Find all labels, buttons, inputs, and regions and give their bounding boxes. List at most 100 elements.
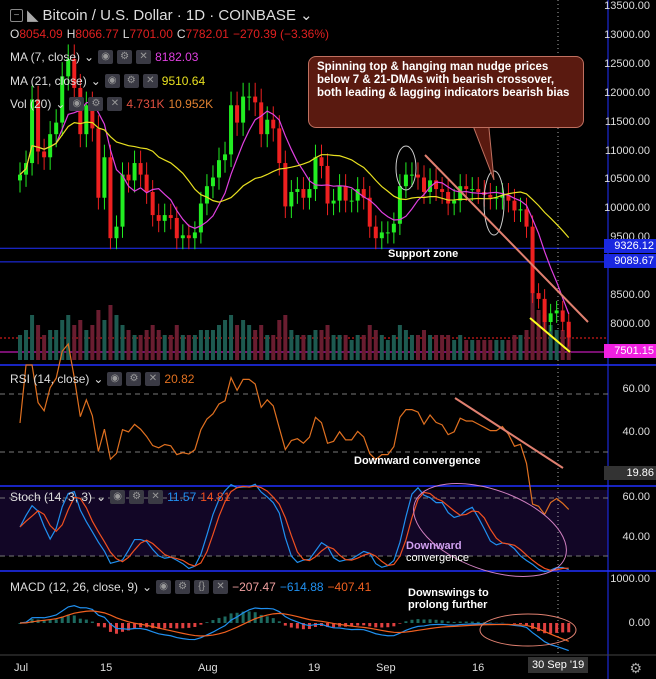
eye-icon[interactable]: ◉: [107, 372, 123, 386]
price-axis-label: 11500.00: [604, 115, 650, 128]
macd-histogram-bar: [440, 620, 444, 623]
eye-icon[interactable]: ◉: [110, 490, 126, 504]
candle-body: [204, 186, 209, 204]
macd-legend[interactable]: MACD (12, 26, close, 9) ⌄ ◉ ⚙{} ✕ −207.47 −…: [10, 580, 372, 594]
time-label: Jul: [14, 662, 29, 674]
volume-bar: [458, 335, 463, 360]
volume-bar: [434, 335, 439, 360]
stoch-d-value: 14.81: [200, 490, 231, 504]
candle-body: [367, 197, 372, 227]
macd-histogram-bar: [295, 623, 299, 629]
candle-body: [355, 189, 360, 201]
volume-bar: [102, 320, 107, 360]
macd-histogram-bar: [187, 623, 191, 628]
candle-body: [319, 157, 324, 166]
close-icon[interactable]: ✕: [136, 50, 152, 64]
close-icon[interactable]: ✕: [107, 97, 123, 111]
macd-annotation: Downswings to prolong further: [408, 587, 489, 611]
ma7-legend[interactable]: MA (7, close) ⌄ ◉ ⚙ ✕ 8182.03: [10, 50, 199, 64]
macd-histogram-bar: [199, 623, 203, 625]
candle-body: [247, 96, 252, 98]
gear-icon[interactable]: ⚙: [129, 490, 145, 504]
close-icon[interactable]: ✕: [145, 372, 161, 386]
volume-bar: [542, 315, 547, 360]
macd-histogram-bar: [265, 616, 269, 623]
close-icon[interactable]: ✕: [148, 490, 164, 504]
macd-histogram-bar: [537, 623, 541, 632]
price-axis-label: 10500.00: [604, 173, 650, 186]
macd-histogram-bar: [482, 622, 486, 623]
stoch-legend[interactable]: Stoch (14, 3, 3) ⌄ ◉ ⚙ ✕ 11.57 14.81: [10, 490, 231, 504]
callout-main: Spinning top & hanging man nudge prices …: [308, 56, 584, 128]
volume-bar: [96, 310, 101, 360]
rsi-legend[interactable]: RSI (14, close) ⌄ ◉ ⚙ ✕ 20.82: [10, 372, 195, 386]
macd-histogram-bar: [458, 621, 462, 623]
volume-bar: [132, 335, 137, 360]
eye-icon[interactable]: ◉: [104, 74, 120, 88]
price-axis-label: 13500.00: [604, 0, 650, 12]
stoch-axis-label: 40.00: [622, 531, 650, 543]
macd-histogram-bar: [217, 617, 221, 623]
support-tag-2: 9089.67: [604, 254, 656, 268]
macd-histogram-bar: [301, 623, 305, 630]
chevron-down-icon[interactable]: ⌄: [299, 7, 313, 24]
candle-body: [440, 189, 445, 192]
volume-bar: [289, 330, 294, 360]
eye-icon[interactable]: ◉: [69, 97, 85, 111]
candle-body: [548, 313, 553, 323]
candle-body: [301, 189, 306, 198]
macd-histogram-bar: [476, 621, 480, 623]
macd-histogram-bar: [175, 623, 179, 629]
symbol-header[interactable]: − ◣ Bitcoin / U.S. Dollar · 1D · COINBAS…: [10, 6, 313, 24]
macd-histogram-bar: [410, 619, 414, 623]
macd-axis-label: 0.00: [628, 617, 650, 629]
gear-icon[interactable]: ⚙: [175, 580, 191, 594]
gear-icon[interactable]: ⚙: [88, 97, 104, 111]
hanging-man-ellipse: [483, 170, 505, 236]
braces-icon[interactable]: {}: [194, 580, 210, 594]
eye-icon[interactable]: ◉: [98, 50, 114, 64]
macd-histogram-bar: [84, 619, 88, 623]
candle-body: [150, 191, 155, 216]
price-axis-label: 12000.00: [604, 86, 650, 99]
macd-histogram-bar: [181, 623, 185, 629]
eye-icon[interactable]: ◉: [156, 580, 172, 594]
close-icon[interactable]: ✕: [213, 580, 229, 594]
gear-icon[interactable]: ⚙: [123, 74, 139, 88]
volume-bar: [271, 335, 276, 360]
candle-body: [500, 194, 505, 198]
candle-body: [132, 163, 137, 181]
candle-body: [524, 209, 529, 227]
macd-histogram-bar: [326, 623, 330, 628]
price-axis-label: 12500.00: [604, 57, 650, 70]
macd-histogram-bar: [555, 623, 559, 633]
volume-bar: [229, 315, 234, 360]
close-value: 7782.01: [185, 27, 229, 41]
volume-bar: [476, 340, 481, 360]
volume-bar: [174, 325, 179, 360]
candle-body: [554, 310, 559, 314]
time-label: 15: [100, 662, 113, 674]
gear-icon[interactable]: ⚙: [117, 50, 133, 64]
candle-body: [349, 200, 354, 202]
close-icon[interactable]: ✕: [142, 74, 158, 88]
volume-bar: [84, 330, 89, 360]
stoch-annotation-1: Downward: [406, 540, 462, 552]
volume-bar: [24, 330, 29, 360]
macd-histogram-bar: [133, 623, 137, 629]
candle-body: [379, 232, 384, 239]
gear-icon[interactable]: ⚙: [126, 372, 142, 386]
collapse-icon[interactable]: −: [10, 8, 23, 22]
settings-gear-icon[interactable]: ⚙: [629, 660, 642, 676]
macd-histogram-bar: [78, 618, 82, 623]
candle-body: [446, 191, 451, 204]
time-label: Sep: [376, 662, 396, 674]
ma21-legend[interactable]: MA (21, close) ⌄ ◉ ⚙ ✕ 9510.64: [10, 74, 206, 88]
candle-body: [566, 321, 571, 338]
volume-legend[interactable]: Vol (20) ⌄ ◉ ⚙ ✕ 4.731K 10.952K: [10, 97, 214, 111]
macd-histogram-bar: [356, 623, 360, 626]
macd-histogram-bar: [247, 611, 251, 623]
candle-body: [313, 157, 318, 190]
